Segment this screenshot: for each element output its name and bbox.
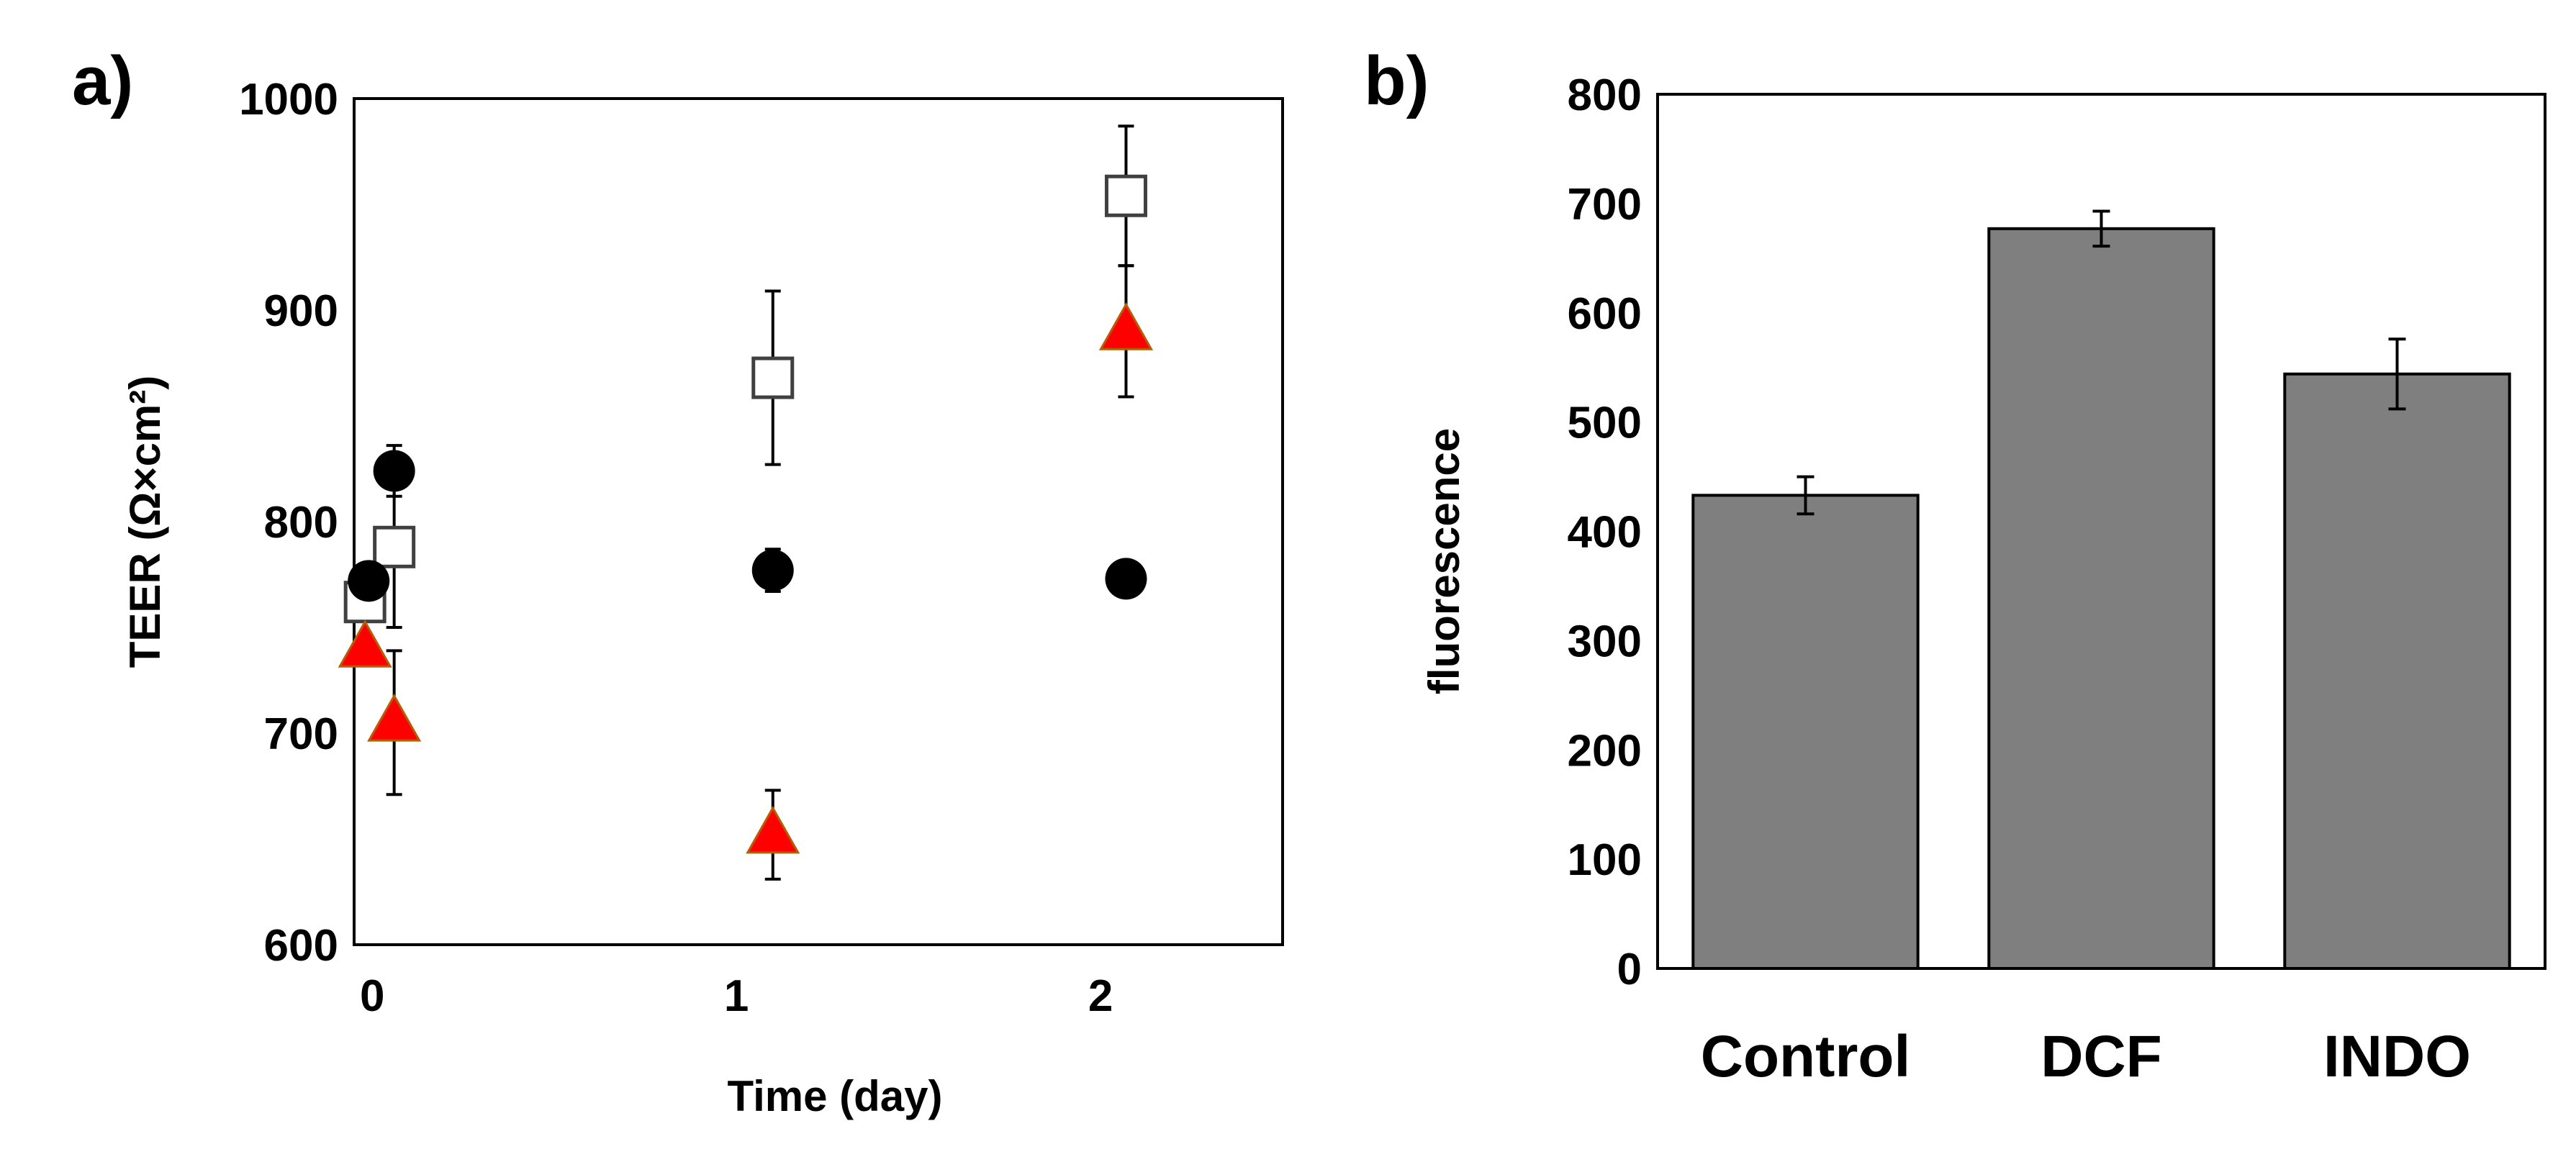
a-x-tick-label: 1 — [724, 971, 749, 1021]
panel-a-teer-scatter: a) 600 700 800 900 1000 0 1 2 TEER (Ω×cm²) Tim… — [72, 42, 1284, 1120]
b-y-tick-label: 300 — [1568, 617, 1642, 666]
b-bar-indo — [2283, 372, 2511, 970]
b-category-label: DCF — [2041, 1024, 2162, 1089]
a-point-red-triangle — [367, 694, 422, 742]
a-y-tick-label: 900 — [264, 286, 338, 336]
a-point-red-triangle — [746, 805, 800, 854]
a-point-filled-circle — [348, 560, 390, 602]
b-category-label: INDO — [2323, 1024, 2471, 1089]
panel-b-category-labels: Control DCF INDO — [1701, 1024, 2471, 1089]
b-y-tick-label: 0 — [1617, 945, 1642, 994]
a-y-tick-label: 800 — [264, 498, 338, 548]
a-point-open-square — [1104, 174, 1147, 217]
a-y-tick-label: 1000 — [239, 75, 338, 124]
b-category-label: Control — [1701, 1024, 1910, 1089]
b-y-tick-label: 100 — [1568, 835, 1642, 885]
b-bar-control — [1691, 494, 1920, 970]
a-point-open-square — [751, 356, 795, 399]
a-point-filled-circle — [373, 450, 415, 492]
a-x-tick-label: 2 — [1088, 971, 1113, 1021]
a-point-red-triangle — [1098, 302, 1154, 350]
a-point-filled-circle — [751, 549, 794, 591]
panel-a-y-axis-title: TEER (Ω×cm²) — [121, 376, 169, 668]
panel-a-x-axis-title: Time (day) — [728, 1072, 943, 1120]
b-y-tick-label: 200 — [1568, 726, 1642, 776]
b-y-tick-label: 400 — [1568, 508, 1642, 558]
panel-a-x-tick-labels: 0 1 2 — [360, 971, 1113, 1021]
panel-a-label: a) — [72, 42, 133, 119]
panel-b-bars — [1691, 209, 2511, 970]
b-y-tick-label: 700 — [1568, 180, 1642, 230]
panel-a-plot-frame — [353, 97, 1284, 946]
panel-a-y-tick-labels: 600 700 800 900 1000 — [239, 75, 338, 971]
a-point-filled-circle — [1105, 558, 1147, 600]
panel-b-y-axis-title: fluorescence — [1420, 428, 1468, 694]
a-point-red-triangle — [338, 619, 392, 668]
panel-b-fluorescence-bars: b) 0 100 200 300 400 500 600 700 800 fluorescenc… — [1364, 42, 2546, 1089]
a-x-tick-label: 0 — [360, 971, 384, 1021]
b-y-tick-label: 500 — [1568, 399, 1642, 448]
a-point-open-square — [373, 525, 416, 568]
a-y-tick-label: 600 — [264, 921, 338, 971]
b-y-tick-label: 600 — [1568, 289, 1642, 339]
panel-b-y-tick-labels: 0 100 200 300 400 500 600 700 800 — [1568, 71, 1642, 994]
b-bar-dcf — [1987, 227, 2215, 970]
b-y-tick-label: 800 — [1568, 71, 1642, 120]
a-y-tick-label: 700 — [264, 709, 338, 759]
panel-a-data-marks — [338, 124, 1154, 881]
panel-b-label: b) — [1364, 42, 1429, 119]
